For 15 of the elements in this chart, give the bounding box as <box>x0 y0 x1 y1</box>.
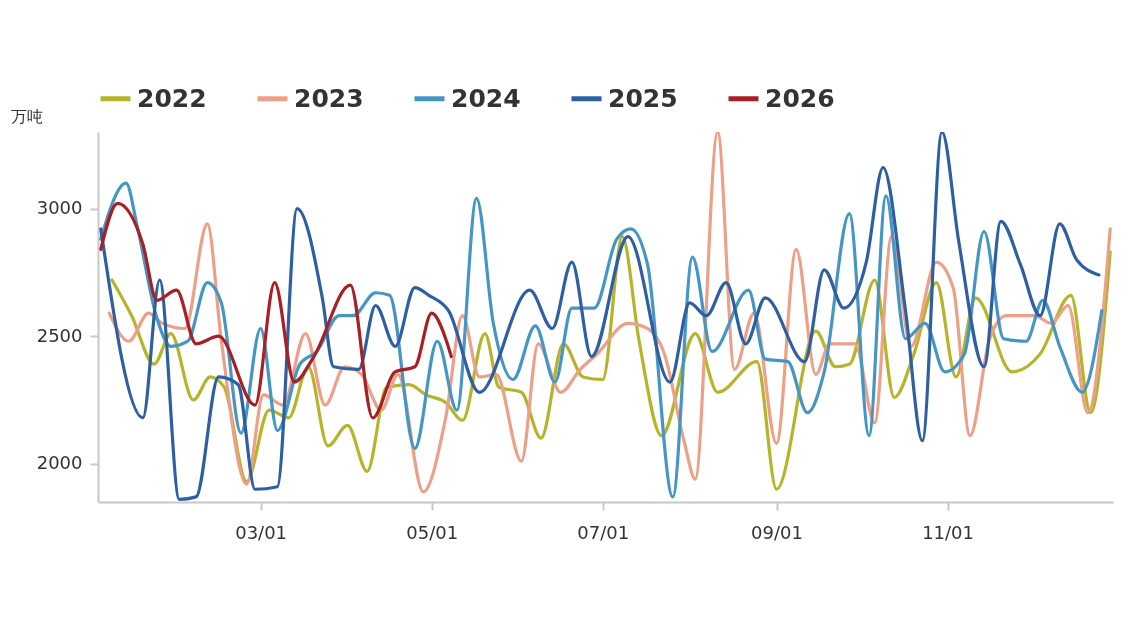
x-tick-label: 05/01 <box>406 521 459 543</box>
legend-label: 2024 <box>451 83 521 113</box>
x-tick-label: 07/01 <box>577 521 630 543</box>
y-tick-label: 2500 <box>36 324 83 346</box>
legend-label: 2026 <box>765 83 835 113</box>
y-tick-label: 3000 <box>36 197 83 219</box>
legend-label: 2025 <box>608 83 678 113</box>
x-tick-label: 03/01 <box>235 521 288 543</box>
y-tick-label: 2000 <box>36 452 83 474</box>
y-axis-title: 万吨 <box>10 106 43 126</box>
line-series <box>99 201 453 420</box>
x-tick-label: 11/01 <box>922 521 975 543</box>
legend-label: 2023 <box>294 83 364 113</box>
x-tick-label: 09/01 <box>751 521 803 543</box>
legend-label: 2022 <box>137 83 207 113</box>
